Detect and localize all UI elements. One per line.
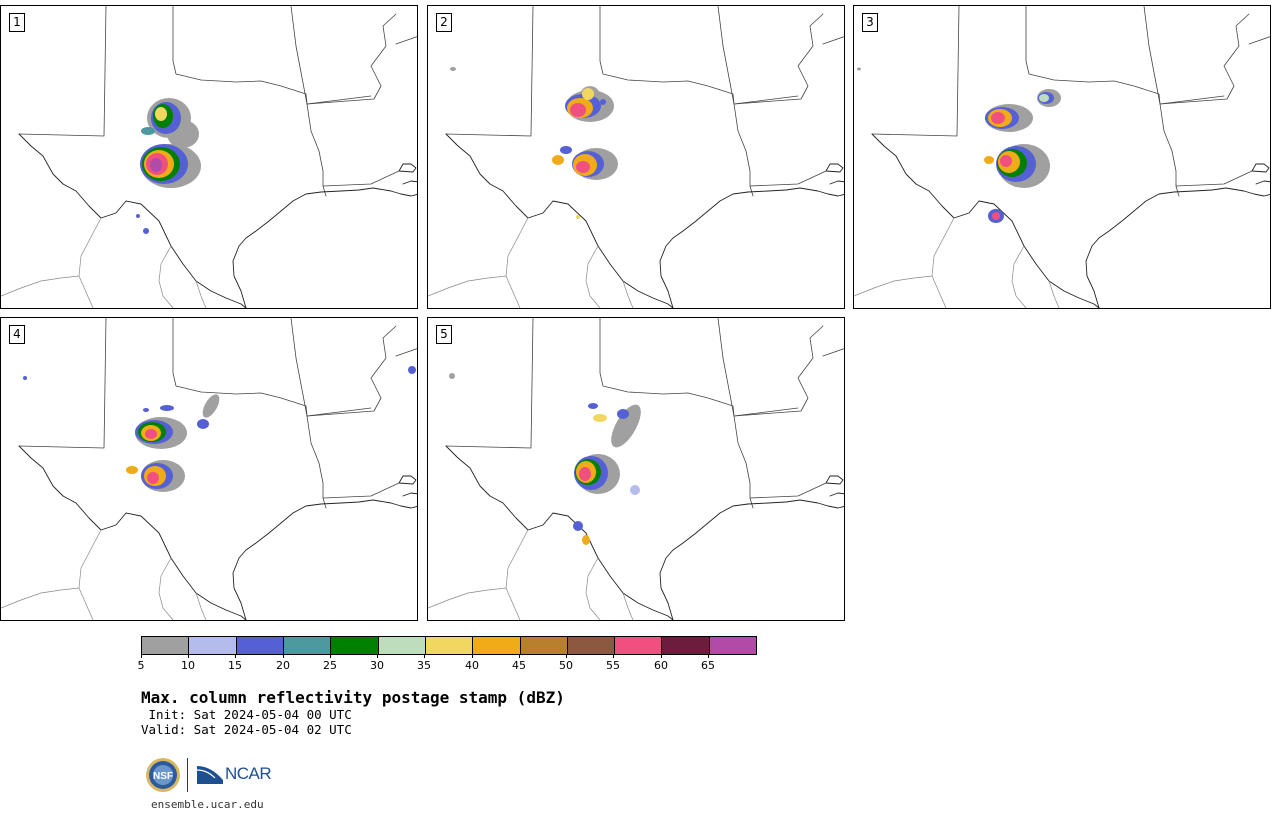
- valid-time: Valid: Sat 2024-05-04 02 UTC: [141, 722, 352, 737]
- colorbar-tick-label: 40: [465, 659, 479, 672]
- colorbar-tick: [188, 654, 189, 658]
- map-4: [1, 318, 417, 620]
- colorbar-tick: [283, 654, 284, 658]
- stamp-panel-5: 5: [427, 317, 845, 621]
- colorbar-ticks: 5 10 15 20 25 30 35 40 45 50 55 60 65: [137, 654, 757, 674]
- stamp-panel-3: 3: [853, 5, 1271, 309]
- ncar-logo-text: NCAR: [225, 764, 272, 783]
- plot-title: Max. column reflectivity postage stamp (…: [141, 688, 565, 707]
- colorbar-tick-label: 50: [559, 659, 573, 672]
- storm-cells: [23, 366, 416, 492]
- init-time: Init: Sat 2024-05-04 00 UTC: [141, 707, 352, 722]
- panel-number: 2: [436, 13, 452, 32]
- colorbar-tick: [566, 654, 567, 658]
- colorbar-segment: [378, 637, 426, 654]
- colorbar-segment: [615, 637, 663, 654]
- colorbar-tick: [613, 654, 614, 658]
- colorbar-tick: [424, 654, 425, 658]
- colorbar-tick: [235, 654, 236, 658]
- map-5: [428, 318, 844, 620]
- map-1: [1, 6, 417, 308]
- colorbar-tick: [472, 654, 473, 658]
- panel-number: 4: [9, 325, 25, 344]
- colorbar-segment: [142, 637, 190, 654]
- colorbar-tick: [377, 654, 378, 658]
- colorbar-segment: [236, 637, 284, 654]
- colorbar-tick: [330, 654, 331, 658]
- colorbar-segment: [567, 637, 616, 654]
- colorbar-tick-label: 10: [181, 659, 195, 672]
- colorbar-tick: [519, 654, 520, 658]
- colorbar-tick-label: 35: [417, 659, 431, 672]
- panel-number: 3: [862, 13, 878, 32]
- ncar-logo: NCAR: [197, 762, 272, 786]
- colorbar-tick-label: 65: [701, 659, 715, 672]
- map-3: [854, 6, 1270, 308]
- colorbar-tick: [708, 654, 709, 658]
- storm-cells: [136, 98, 201, 234]
- colorbar-tick-label: 45: [512, 659, 526, 672]
- colorbar-tick-label: 55: [606, 659, 620, 672]
- colorbar-tick-label: 5: [137, 659, 145, 672]
- colorbar-segment: [709, 637, 757, 654]
- stamp-panel-1: 1: [0, 5, 418, 309]
- colorbar-segment: [331, 637, 379, 654]
- colorbar-segment: [520, 637, 568, 654]
- nsf-logo-text: NSF: [153, 771, 173, 782]
- logo-divider: [187, 758, 188, 792]
- colorbar-tick: [141, 654, 142, 658]
- panel-number: 1: [9, 13, 25, 32]
- colorbar-tick-label: 25: [323, 659, 337, 672]
- panel-number: 5: [436, 325, 452, 344]
- colorbar-tick-label: 15: [228, 659, 242, 672]
- nsf-logo: NSF: [145, 757, 181, 793]
- colorbar: [141, 636, 757, 655]
- colorbar-segment: [425, 637, 474, 654]
- stamp-panel-4: 4: [0, 317, 418, 621]
- storm-cells: [450, 67, 618, 219]
- storm-cells: [857, 67, 1061, 223]
- colorbar-tick: [661, 654, 662, 658]
- colorbar-tick-label: 30: [370, 659, 384, 672]
- colorbar-tick-label: 60: [654, 659, 668, 672]
- colorbar-tick-label: 20: [276, 659, 290, 672]
- site-url: ensemble.ucar.edu: [151, 798, 264, 811]
- colorbar-segment: [662, 637, 710, 654]
- colorbar-segment: [473, 637, 521, 654]
- storm-cells: [449, 373, 641, 545]
- stamp-panel-2: 2: [427, 5, 845, 309]
- map-2: [428, 6, 844, 308]
- colorbar-segment: [189, 637, 237, 654]
- colorbar-segment: [283, 637, 332, 654]
- ncar-swoosh-icon: [197, 766, 223, 784]
